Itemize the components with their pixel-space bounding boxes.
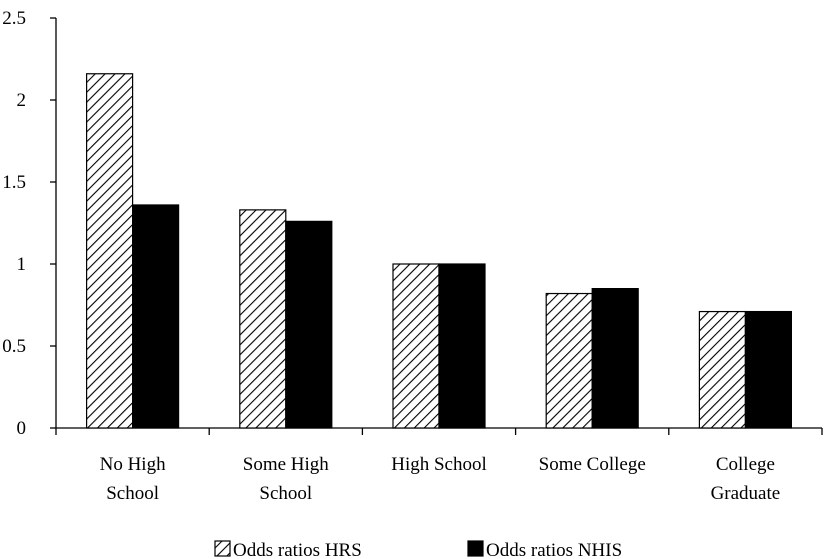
legend-swatch-hrs: [214, 540, 231, 557]
bar-nhis-2: [438, 263, 486, 429]
bar-hrs-4: [698, 310, 747, 429]
legend-swatch-nhis: [467, 540, 484, 557]
y-tick-labels: 0 0.5 1 1.5 2 2.5: [2, 8, 26, 439]
x-category-label: Some High: [243, 454, 330, 475]
bar-nhis-4: [744, 310, 793, 429]
x-category-label: School: [259, 483, 312, 504]
bar-nhis-0: [132, 204, 180, 429]
x-category-label: No High: [100, 454, 166, 475]
y-tick-label: 1: [17, 254, 27, 275]
bar-hrs-1: [239, 209, 287, 429]
legend-label-hrs: Odds ratios HRS: [233, 540, 362, 559]
legend: Odds ratios HRS Odds ratios NHIS: [214, 540, 622, 559]
x-category-label: Some College: [539, 454, 646, 475]
axes: [50, 17, 823, 435]
y-tick-label: 2.5: [2, 8, 26, 29]
x-category-labels: No High School Some High School High School S…: [100, 454, 781, 504]
bar-nhis-1: [285, 220, 333, 429]
bars: [85, 73, 793, 429]
y-tick-label: 0: [17, 418, 27, 439]
y-tick-label: 1.5: [2, 172, 26, 193]
bar-hrs-2: [392, 263, 440, 429]
x-category-label: High School: [391, 454, 487, 475]
y-tick-label: 0.5: [2, 336, 26, 357]
bar-hrs-3: [545, 292, 593, 429]
x-category-label: School: [106, 483, 159, 504]
bar-hrs-0: [85, 73, 134, 429]
x-category-label: Graduate: [711, 483, 781, 504]
y-tick-label: 2: [17, 90, 27, 111]
x-category-label: College: [716, 454, 775, 475]
legend-label-nhis: Odds ratios NHIS: [486, 540, 622, 559]
bar-nhis-3: [591, 288, 639, 429]
